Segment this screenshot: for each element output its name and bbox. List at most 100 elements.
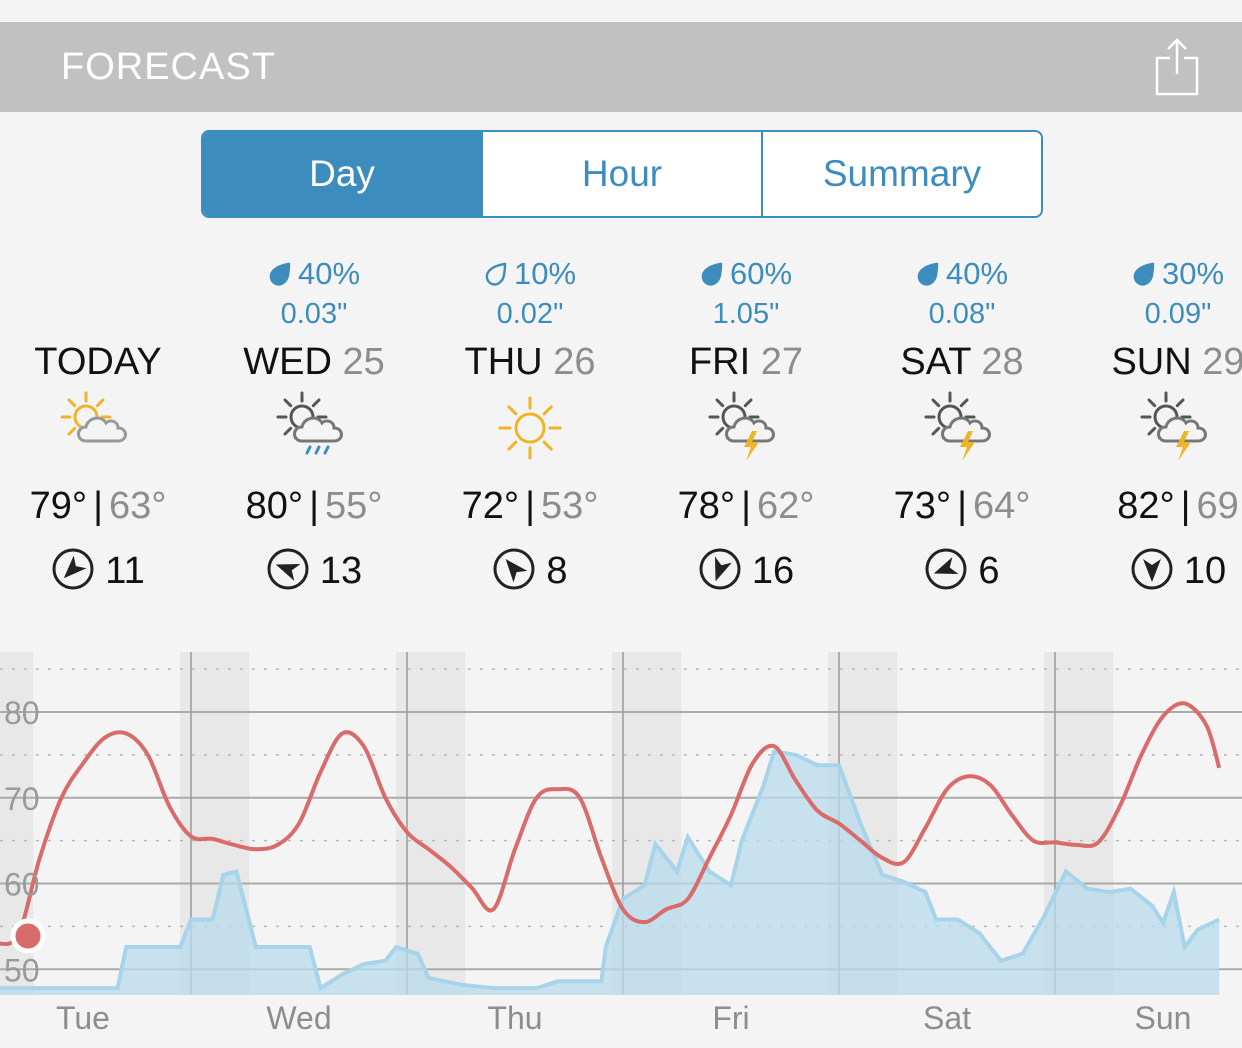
share-icon[interactable] — [1152, 36, 1202, 98]
day-date: 28 — [981, 341, 1024, 383]
day-label: FRI 27 — [638, 341, 854, 384]
day-name: SAT — [900, 341, 971, 383]
temp-low: 55° — [324, 485, 383, 527]
precip-chance: 40% — [206, 255, 422, 293]
precip-chance-value: 60% — [729, 256, 793, 291]
wind-speed: 13 — [319, 550, 363, 592]
wind-direction-icon — [925, 548, 967, 590]
x-day-label: Sun — [1135, 1000, 1192, 1036]
header-bar: FORECAST — [0, 22, 1242, 112]
wind-direction-icon — [1131, 548, 1173, 590]
rain-shower-icon — [276, 391, 343, 455]
thunderstorm-icon — [708, 391, 775, 461]
wind-direction-icon — [267, 548, 309, 590]
temp-low: 63° — [108, 485, 167, 527]
raindrop-icon — [269, 262, 291, 286]
wind: 8 — [422, 547, 638, 593]
precip-chance: 10% — [422, 255, 638, 293]
x-day-label: Tue — [56, 1000, 110, 1036]
temp-separator: | — [93, 485, 103, 527]
temperature-precip-chart: 50 60 70 80 Tue Wed Thu Fri Sat Sun — [0, 652, 1242, 1036]
temp-low: 62° — [756, 485, 815, 527]
day-name: TODAY — [34, 341, 162, 383]
day-label: SAT 28 — [854, 341, 1070, 384]
temp-high: 73° — [893, 485, 952, 527]
day-column[interactable]: 30% 0.09" SUN 29 82° | 69 10 — [1070, 255, 1242, 615]
temp-high: 72° — [461, 485, 520, 527]
temps: 78° | 62° — [638, 485, 854, 528]
precip-chance-value: 30% — [1161, 256, 1225, 291]
day-name: THU — [464, 341, 543, 383]
temps: 72° | 53° — [422, 485, 638, 528]
precip-amount: 0.09" — [1144, 298, 1212, 330]
precip-chance-value: 40% — [297, 256, 361, 291]
temp-high: 79° — [29, 485, 88, 527]
temp-high: 82° — [1117, 485, 1175, 527]
y-tick-label: 50 — [4, 952, 40, 988]
wind-direction-icon — [493, 548, 535, 590]
day-column[interactable]: TODAY 79° | 63° 11 — [0, 255, 206, 615]
day-label: THU 26 — [422, 341, 638, 384]
temp-separator: | — [741, 485, 751, 527]
wind-speed: 10 — [1183, 550, 1227, 592]
y-tick-label: 60 — [4, 867, 40, 903]
precip-chance-value: 10% — [513, 256, 577, 291]
precip-chance-value: 40% — [945, 256, 1009, 291]
temp-separator: | — [309, 485, 319, 527]
raindrop-icon — [1133, 262, 1155, 286]
page-title: FORECAST — [61, 46, 276, 88]
wind-speed: 16 — [751, 550, 795, 592]
wind-speed: 6 — [978, 550, 1000, 592]
precip-area — [0, 751, 1220, 995]
temp-high: 80° — [245, 485, 304, 527]
day-date: 25 — [342, 341, 385, 383]
day-name: FRI — [688, 341, 751, 383]
x-day-label: Fri — [712, 1000, 749, 1036]
wind: 16 — [638, 547, 854, 593]
precip-chance: 60% — [638, 255, 854, 293]
precip-amount: 0.03" — [280, 298, 348, 330]
temp-separator: | — [957, 485, 967, 527]
tab-hour[interactable]: Hour — [483, 132, 763, 216]
temps: 79° | 63° — [0, 485, 206, 528]
temp-low: 69 — [1196, 485, 1239, 527]
wind-direction-icon — [52, 548, 94, 590]
day-name: WED — [243, 341, 332, 383]
tab-day[interactable]: Day — [203, 132, 483, 216]
y-tick-label: 70 — [4, 781, 40, 817]
temp-separator: | — [525, 485, 535, 527]
x-day-label: Wed — [266, 1000, 331, 1036]
temps: 80° | 55° — [206, 485, 422, 528]
wind-speed: 8 — [546, 550, 568, 592]
wind-direction-icon — [699, 548, 741, 590]
temp-low: 53° — [540, 485, 599, 527]
day-label: WED 25 — [206, 341, 422, 384]
thunderstorm-icon — [924, 391, 991, 461]
x-day-label: Thu — [487, 1000, 542, 1036]
tab-summary[interactable]: Summary — [822, 153, 982, 194]
x-day-label: Sat — [923, 1000, 971, 1036]
day-name: SUN — [1111, 341, 1192, 383]
day-date: 26 — [553, 341, 596, 383]
day-column[interactable]: 60% 1.05" FRI 27 78° | 62° 16 — [638, 255, 854, 615]
wind-speed: 11 — [105, 550, 145, 592]
precip-chance: 30% — [1070, 255, 1242, 293]
day-date: 27 — [760, 341, 804, 383]
current-time-marker — [10, 918, 46, 954]
temp-low: 64° — [972, 485, 1031, 527]
day-label: TODAY — [0, 341, 206, 384]
day-column[interactable]: 10% 0.02" THU 26 72° | 53° 8 — [422, 255, 638, 615]
wind: 11 — [0, 547, 206, 593]
precip-line — [0, 749, 1221, 992]
sunny-icon — [498, 396, 562, 460]
day-column[interactable]: 40% 0.03" WED 25 80° | 55° 13 — [206, 255, 422, 615]
raindrop-icon — [485, 262, 507, 286]
day-label: SUN 29 — [1070, 341, 1242, 384]
raindrop-icon — [701, 262, 723, 286]
day-column[interactable]: 40% 0.08" SAT 28 73° | 64° 6 — [854, 255, 1070, 615]
wind: 6 — [854, 547, 1070, 593]
precip-amount: 0.02" — [496, 298, 564, 330]
precip-amount: 0.08" — [928, 298, 996, 330]
thunderstorm-icon — [1140, 391, 1207, 461]
raindrop-icon — [917, 262, 939, 286]
